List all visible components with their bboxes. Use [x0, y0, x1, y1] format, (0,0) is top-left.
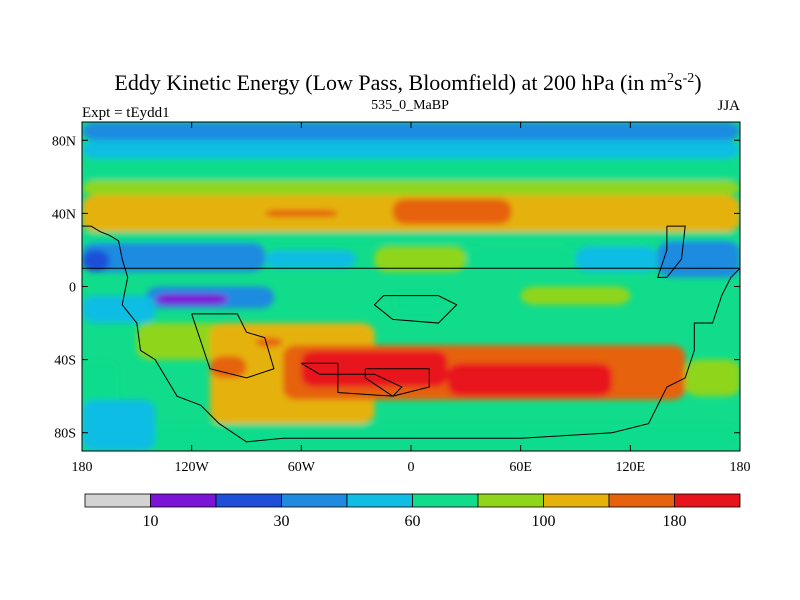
x-tick-label: 120E: [616, 460, 646, 475]
x-tick-label: 120W: [175, 460, 210, 475]
contour-region: [209, 355, 247, 378]
coastline-segment: [373, 295, 458, 324]
contour-region: [264, 249, 357, 269]
colorbar-swatch: [281, 493, 348, 508]
contour-region: [82, 423, 740, 451]
colorbar-swatch: [346, 493, 413, 508]
x-axis: 180 120W 60W 0 60E 120E 180: [72, 122, 751, 475]
coastline-main: [82, 225, 740, 443]
subtitle-left: Expt = tEydd1: [82, 105, 170, 121]
y-tick-label: 0: [69, 281, 76, 296]
coastline-segment: [301, 362, 403, 397]
colorbar-swatch: [674, 493, 741, 508]
contour-region: [136, 323, 229, 360]
contour-region: [374, 246, 466, 272]
contour-region: [82, 249, 110, 272]
colorbar-label: 180: [663, 513, 687, 530]
x-tick-label: 180: [730, 460, 751, 475]
subtitle-right: JJA: [717, 98, 740, 114]
contour-region: [575, 246, 658, 272]
contour-field: [82, 122, 740, 451]
colorbar-label: 60: [405, 513, 421, 530]
coastline-segment: [657, 225, 686, 278]
y-axis: 80N 40N 0 40S 80S: [52, 134, 740, 442]
subtitle-center: 535_0_MaBP: [371, 98, 449, 113]
contour-region: [82, 180, 740, 196]
coastline-segment: [191, 313, 275, 379]
y-tick-label: 80S: [54, 427, 76, 442]
y-tick-label: 40S: [54, 354, 76, 369]
contour-region: [82, 231, 740, 243]
contour-region: [447, 363, 613, 397]
chart-title: Eddy Kinetic Energy (Low Pass, Bloomfiel…: [114, 70, 701, 95]
contour-region: [657, 240, 740, 278]
contour-region: [465, 246, 576, 269]
colorbar-swatch: [608, 493, 675, 508]
contour-region: [685, 359, 740, 397]
x-tick-label: 60W: [288, 460, 316, 475]
x-tick-label: 60E: [509, 460, 532, 475]
colorbar-swatch: [543, 493, 610, 508]
colorbar-label: 10: [143, 513, 159, 530]
colorbar-swatch: [84, 493, 151, 508]
colorbar-swatch: [215, 493, 282, 508]
contour-region: [82, 158, 740, 181]
contour-region: [264, 209, 338, 218]
x-tick-label: 180: [72, 460, 93, 475]
colorbar-swatch: [477, 493, 544, 508]
x-tick-label: 0: [408, 460, 415, 475]
colorbar-label: 100: [532, 513, 556, 530]
contour-region: [82, 399, 156, 451]
contour-region: [82, 122, 740, 141]
colorbar: 10 30 60 100 180: [84, 493, 741, 530]
y-tick-label: 40N: [52, 207, 76, 222]
contour-region: [82, 295, 156, 324]
contour-region: [392, 290, 448, 314]
y-tick-label: 80N: [52, 134, 76, 149]
colorbar-swatch: [412, 493, 479, 508]
contour-region: [255, 337, 284, 347]
colorbar-swatch: [150, 493, 217, 508]
contour-region: [82, 140, 740, 159]
contour-region: [392, 198, 512, 225]
coastlines: [82, 225, 740, 443]
contour-region: [82, 242, 265, 272]
colorbar-label: 30: [274, 513, 290, 530]
contour-region: [520, 286, 631, 305]
coastline-segment: [364, 368, 430, 397]
contour-region: [155, 293, 229, 305]
